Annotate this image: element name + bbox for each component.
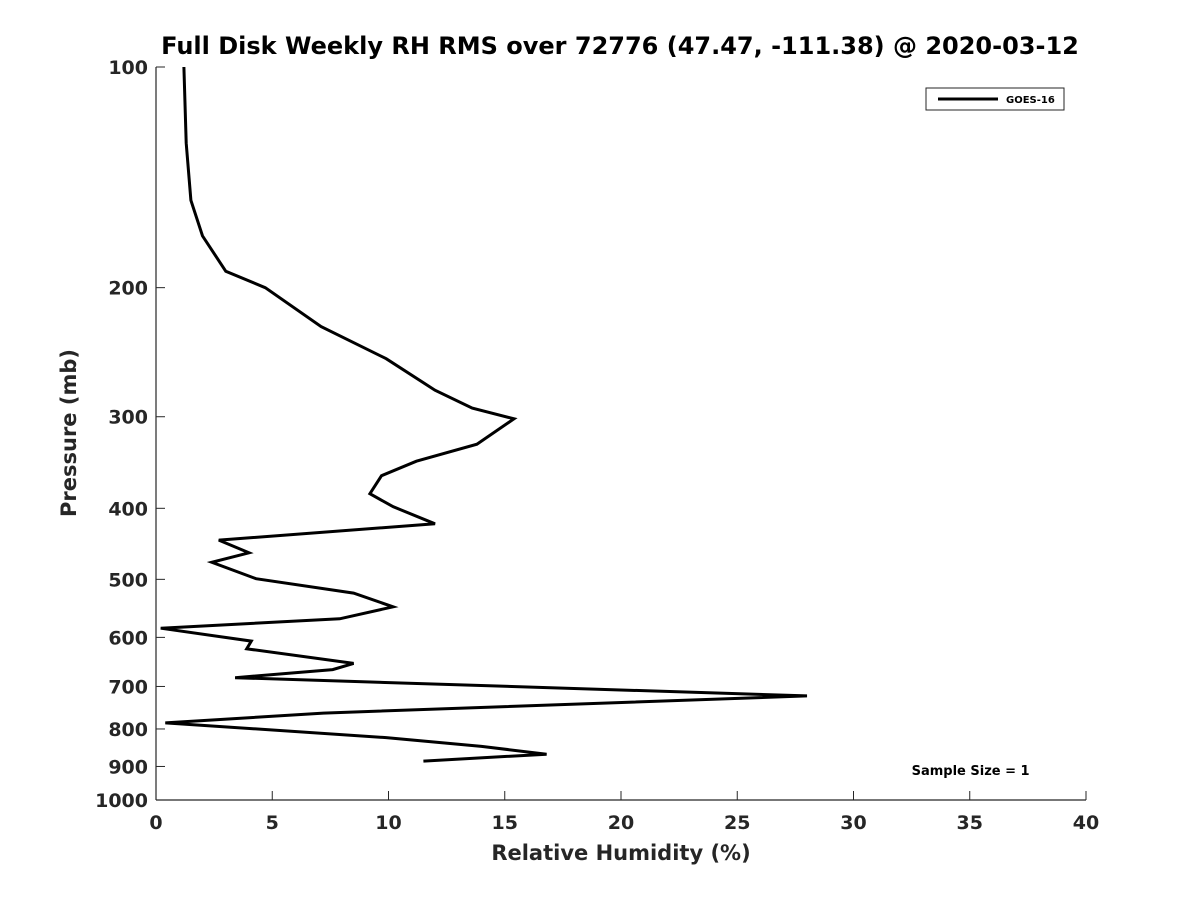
y-tick-label: 700 bbox=[108, 676, 148, 698]
y-tick-label: 1000 bbox=[95, 790, 148, 812]
x-tick-label: 35 bbox=[957, 812, 983, 834]
sample-size-annotation: Sample Size = 1 bbox=[912, 764, 1030, 779]
legend-label-goes-16: GOES-16 bbox=[1006, 95, 1055, 106]
x-tick-label: 5 bbox=[266, 812, 279, 834]
x-tick-label: 25 bbox=[724, 812, 750, 834]
series-line-goes-16 bbox=[160, 66, 808, 763]
y-tick-label: 100 bbox=[108, 57, 148, 79]
y-tick-label: 900 bbox=[108, 756, 148, 778]
y-axis-label: Pressure (mb) bbox=[57, 349, 81, 517]
legend: GOES-16 bbox=[925, 87, 1065, 111]
x-tick-label: 40 bbox=[1073, 812, 1099, 834]
y-tick-label: 600 bbox=[108, 627, 148, 649]
series-group bbox=[160, 66, 808, 763]
y-tick-label: 400 bbox=[108, 498, 148, 520]
chart-title: Full Disk Weekly RH RMS over 72776 (47.4… bbox=[161, 32, 1079, 60]
x-tick-label: 15 bbox=[492, 812, 518, 834]
y-ticks: 100 200 300 400 500 600 700 800 900 1000 bbox=[95, 57, 165, 812]
x-tick-label: 10 bbox=[375, 812, 401, 834]
y-tick-label: 300 bbox=[108, 407, 148, 429]
x-tick-label: 20 bbox=[608, 812, 634, 834]
x-tick-label: 0 bbox=[149, 812, 162, 834]
y-tick-label: 200 bbox=[108, 278, 148, 300]
y-tick-label: 500 bbox=[108, 569, 148, 591]
x-tick-label: 30 bbox=[840, 812, 866, 834]
y-tick-label: 800 bbox=[108, 719, 148, 741]
x-axis-label: Relative Humidity (%) bbox=[491, 841, 750, 865]
x-ticks: 0 5 10 15 20 25 30 35 40 bbox=[149, 791, 1099, 834]
